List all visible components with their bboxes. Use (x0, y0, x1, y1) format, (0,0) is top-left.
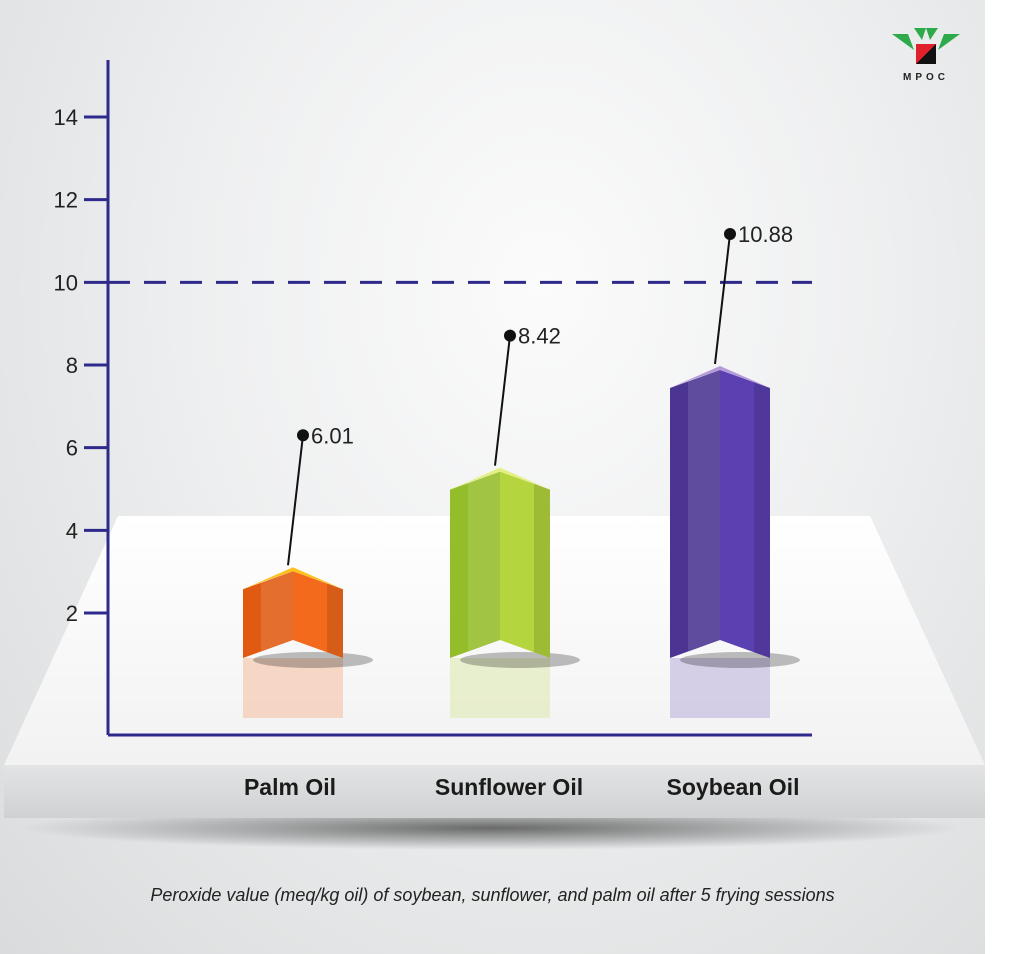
mpoc-logo: MPOC (886, 22, 966, 92)
value-leader-line (287, 435, 304, 566)
mpoc-logo-icon (892, 28, 960, 64)
y-tick-label: 8 (66, 353, 78, 378)
logo-text: MPOC (903, 72, 949, 83)
y-tick-label: 6 (66, 436, 78, 461)
bar-highlight (468, 471, 500, 651)
bar-highlight (261, 571, 293, 651)
value-leader-line (494, 335, 511, 466)
bar-left-face (450, 471, 500, 658)
chart-card: 2 4 6 8 10 12 14 6.01 8.42 10.88 Palm Oil Sunflow… (0, 0, 985, 954)
bar-palm-oil (243, 567, 373, 718)
bar-shadow (460, 652, 580, 668)
y-tick-label: 4 (66, 518, 78, 543)
value-dot (504, 329, 516, 342)
bar-left-face (243, 571, 293, 658)
bar-right-face (500, 471, 550, 658)
bar-right-face (720, 369, 770, 658)
platform-front (4, 765, 985, 818)
bar-edge (754, 381, 770, 658)
bar-reflection (243, 658, 343, 718)
bar-edge (327, 583, 343, 658)
bar-right-face (293, 571, 343, 658)
category-label: Palm Oil (244, 774, 336, 800)
bar-highlight (688, 369, 720, 651)
y-tick-label: 14 (54, 105, 78, 130)
bar-shadow (253, 652, 373, 668)
y-tick-label: 2 (66, 601, 78, 626)
bar-sunflower-oil (450, 467, 580, 718)
bar-reflection (670, 658, 770, 718)
category-label: Soybean Oil (667, 774, 800, 800)
value-label: 8.42 (518, 324, 561, 349)
bar-left-face (670, 369, 720, 658)
value-dot (297, 429, 309, 442)
bar-soybean-oil (670, 365, 800, 718)
value-label: 10.88 (738, 222, 793, 247)
bar-edge (534, 483, 550, 658)
category-label: Sunflower Oil (435, 774, 583, 800)
value-leader-line (714, 233, 731, 365)
bar-chart: 2 4 6 8 10 12 14 6.01 8.42 10.88 Palm Oil Sunflow… (4, 60, 985, 850)
y-tick-label: 12 (54, 188, 78, 213)
bar-reflection (450, 658, 550, 718)
chart-caption: Peroxide value (meq/kg oil) of soybean, … (150, 885, 835, 905)
y-tick-label: 10 (54, 270, 78, 295)
bar-shadow (680, 652, 800, 668)
value-label: 6.01 (311, 423, 354, 448)
value-dot (724, 227, 736, 240)
